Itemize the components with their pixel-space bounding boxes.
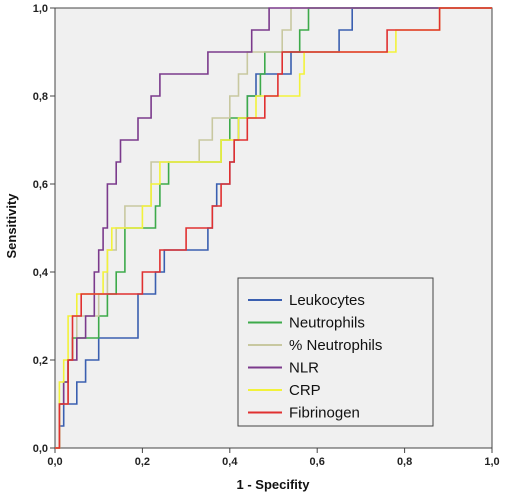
x-tick-label: 1,0 bbox=[484, 456, 499, 468]
x-tick-label: 0,0 bbox=[47, 456, 62, 468]
legend-label: Neutrophils bbox=[289, 315, 365, 332]
legend-label: NLR bbox=[289, 360, 319, 377]
y-axis-ticks: 0,0 0,2 0,4 0,6 0,8 1,0 bbox=[33, 3, 55, 455]
y-axis-title: Sensitivity bbox=[4, 193, 19, 259]
y-tick-label: 0,4 bbox=[33, 267, 49, 279]
x-axis-ticks: 0,0 0,2 0,4 0,6 0,8 1,0 bbox=[47, 448, 500, 468]
series-line-crp bbox=[55, 7, 492, 449]
y-tick-label: 0,8 bbox=[33, 91, 48, 103]
y-tick-label: 0,6 bbox=[33, 179, 48, 191]
x-tick-label: 0,8 bbox=[397, 456, 412, 468]
legend-label: Fibrinogen bbox=[289, 405, 360, 422]
x-tick-label: 0,2 bbox=[135, 456, 150, 468]
legend-label: Leukocytes bbox=[289, 292, 365, 309]
y-tick-label: 1,0 bbox=[33, 3, 48, 15]
series-line-fibrinogen bbox=[55, 7, 492, 449]
legend-label: CRP bbox=[289, 382, 321, 399]
legend-box bbox=[237, 277, 434, 427]
legend-label: % Neutrophils bbox=[289, 337, 382, 354]
y-tick-label: 0,0 bbox=[33, 443, 48, 455]
series-lines bbox=[55, 7, 492, 449]
x-tick-label: 0,4 bbox=[222, 456, 238, 468]
legend: Leukocytes Neutrophils % Neutrophils NLR CRP… bbox=[237, 277, 434, 427]
x-tick-label: 0,6 bbox=[310, 456, 325, 468]
y-tick-label: 0,2 bbox=[33, 355, 48, 367]
x-axis-title: 1 - Specifity bbox=[237, 477, 311, 492]
